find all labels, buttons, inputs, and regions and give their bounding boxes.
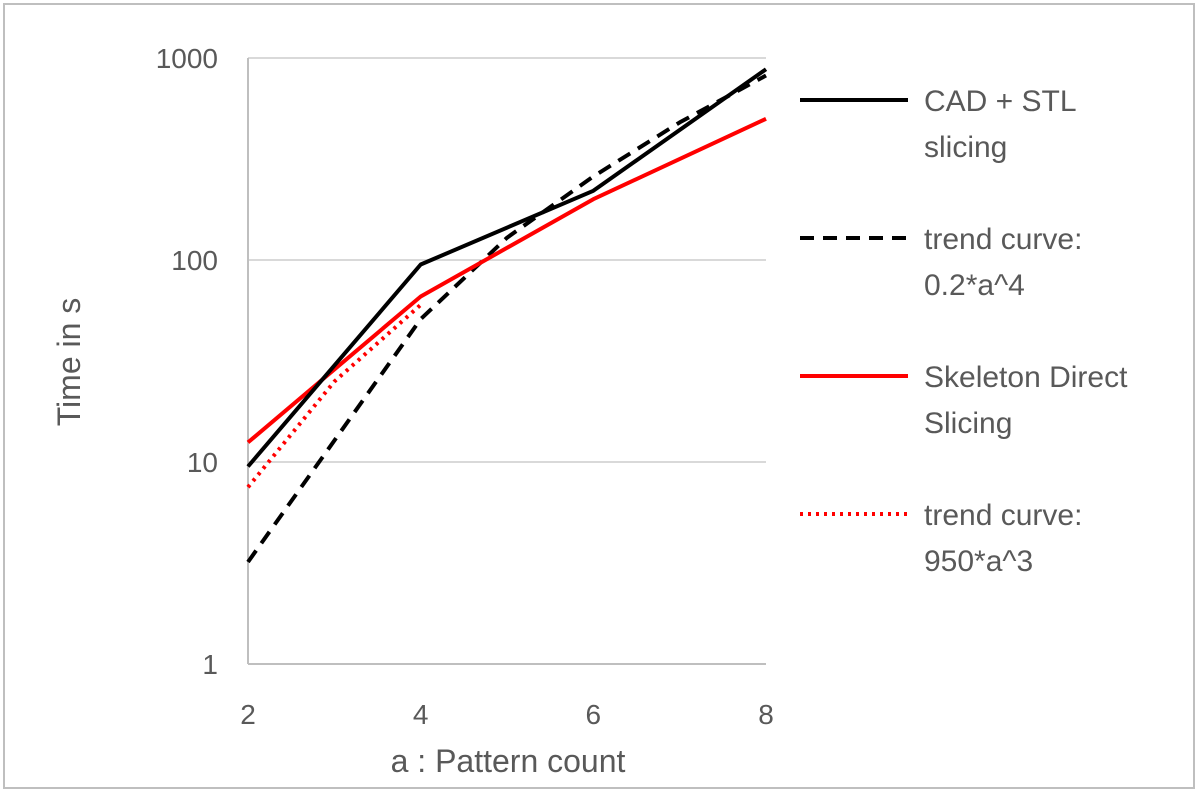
legend-label: trend curve:	[924, 499, 1082, 532]
y-axis-title: Time in s	[51, 298, 87, 427]
legend-label: Slicing	[924, 407, 1012, 440]
y-tick-label: 10	[187, 447, 218, 478]
legend-item-3: Skeleton Direct Slicing	[800, 361, 1128, 440]
x-tick-label: 8	[758, 699, 774, 730]
chart-frame	[3, 3, 1195, 789]
series-layer	[246, 67, 768, 564]
x-axis: 2 4 6 8	[240, 663, 774, 730]
x-tick-label: 4	[413, 699, 429, 730]
x-tick-label: 6	[586, 699, 602, 730]
legend-item-2: trend curve: 0.2*a^4	[800, 223, 1082, 302]
y-tick-label: 1	[202, 649, 218, 680]
gridlines	[248, 57, 766, 463]
series-line-4	[246, 303, 423, 489]
legend-label: slicing	[924, 131, 1007, 164]
y-tick-label: 100	[171, 245, 218, 276]
series-line-3	[246, 116, 767, 444]
series-line-1	[246, 67, 768, 468]
legend-label: 0.2*a^4	[924, 269, 1025, 302]
legend-label: 950*a^3	[924, 545, 1033, 578]
x-tick-label: 2	[240, 699, 256, 730]
legend: CAD + STL slicing trend curve: 0.2*a^4 Skele…	[800, 85, 1128, 578]
legend-item-1: CAD + STL slicing	[800, 85, 1077, 164]
y-tick-label: 1000	[156, 43, 218, 74]
legend-item-4: trend curve: 950*a^3	[800, 499, 1082, 578]
legend-label: CAD + STL	[924, 85, 1077, 118]
series-line-2	[246, 73, 767, 564]
y-axis: 1 10 100 1000	[156, 43, 249, 680]
legend-label: Skeleton Direct	[924, 361, 1128, 394]
legend-label: trend curve:	[924, 223, 1082, 256]
x-axis-title: a : Pattern count	[391, 743, 626, 779]
